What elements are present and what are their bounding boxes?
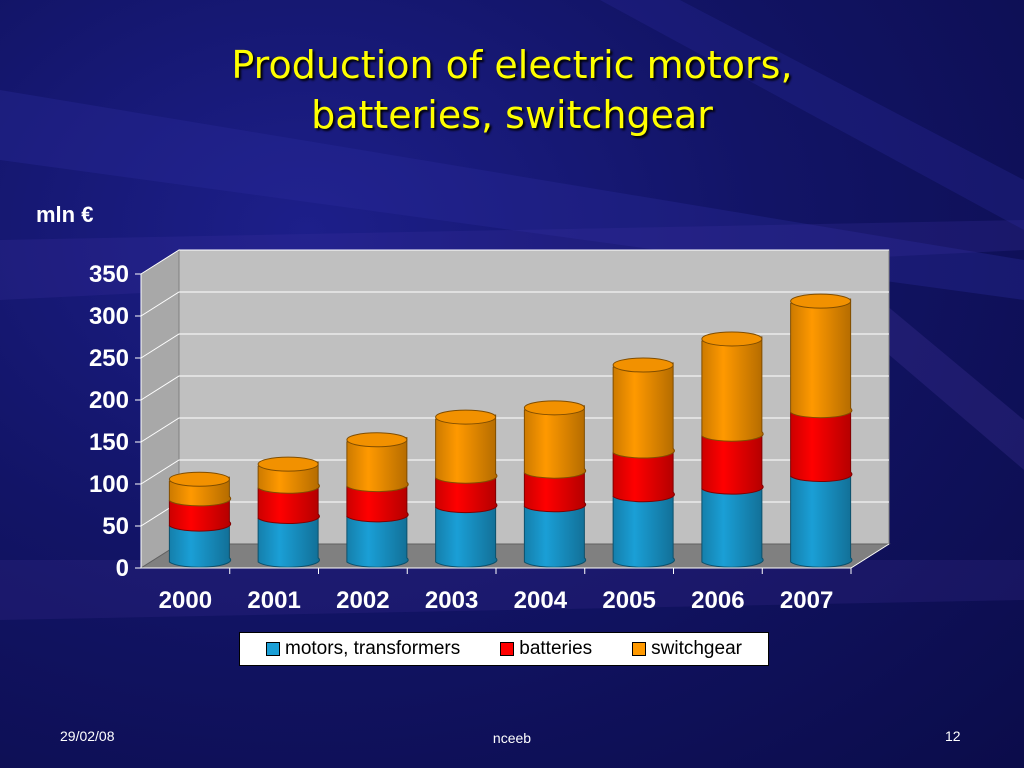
- legend-swatch: [266, 642, 280, 656]
- bar-segment: [346, 481, 409, 523]
- bar-stack-2006: [701, 331, 764, 568]
- bar-segment: [701, 431, 764, 495]
- bar-segment: [701, 336, 764, 442]
- bar-segment: [701, 484, 764, 568]
- bar-segment: [346, 437, 409, 493]
- x-tick-label: 2006: [691, 587, 744, 614]
- bar-stack-2005: [612, 357, 675, 568]
- gridline: [140, 333, 889, 359]
- footer-center-text: nceeb: [492, 730, 532, 746]
- bar-top-cap: [168, 471, 230, 487]
- legend-entry: batteries: [500, 638, 592, 660]
- bar-segment: [523, 405, 587, 479]
- chart-floor: [139, 543, 891, 569]
- bar-top-cap: [257, 456, 319, 472]
- y-tick-label: 350: [89, 261, 129, 288]
- bar-top-cap: [435, 409, 497, 425]
- legend-label: batteries: [519, 638, 593, 659]
- y-tick-label: 0: [116, 555, 129, 582]
- bar-segment: [435, 473, 498, 514]
- bar-top-cap: [612, 357, 674, 373]
- x-tick-label: 2000: [159, 587, 212, 614]
- chart-legend: motors, transformers batteries switchgear: [239, 632, 769, 666]
- bar-stack-2001: [257, 456, 320, 568]
- x-tick-label: 2004: [514, 587, 568, 614]
- bar-segment: [612, 448, 675, 503]
- legend-swatch: [500, 642, 515, 656]
- bar-segment: [790, 407, 853, 483]
- legend-label: switchgear: [651, 638, 742, 659]
- legend-label: motors, transformers: [285, 638, 461, 659]
- bar-segment: [168, 521, 232, 568]
- chart-bars: [168, 293, 853, 568]
- footer-date: 29/02/08: [60, 728, 115, 744]
- title-line-2: batteries, switchgear: [311, 93, 713, 137]
- bar-stack-2004: [523, 400, 587, 568]
- chart-walls: [139, 249, 891, 569]
- x-tick-label: 2002: [336, 587, 389, 614]
- bar-segment: [790, 471, 853, 568]
- y-tick-label: 250: [89, 345, 129, 372]
- y-axis: 0 50 100 150 200 250 300 350: [89, 261, 142, 582]
- bar-segment: [612, 491, 675, 568]
- y-tick-label: 100: [89, 471, 129, 498]
- x-tick-label: 2005: [602, 587, 655, 614]
- bar-segment: [435, 502, 498, 568]
- bar-segment: [790, 298, 853, 419]
- bar-segment: [612, 362, 675, 459]
- y-tick-label: 200: [89, 387, 129, 414]
- bar-top-cap: [523, 400, 585, 416]
- bar-segment: [257, 483, 320, 525]
- bar-segment: [523, 501, 587, 568]
- footer-page-number: 12: [945, 728, 961, 744]
- gridline: [140, 291, 889, 317]
- bar-segment: [346, 511, 409, 568]
- gridline: [140, 249, 889, 275]
- x-axis: 2000 2001 2002 2003 2004 2005 2006 2007: [141, 543, 890, 614]
- bar-stack-2002: [346, 432, 409, 568]
- y-tick-label: 300: [89, 303, 129, 330]
- x-tick-label: 2007: [780, 587, 833, 614]
- legend-swatch: [632, 642, 647, 656]
- bar-stack-2003: [435, 409, 498, 568]
- bar-segment: [523, 468, 587, 513]
- y-axis-unit-label: mln €: [36, 202, 94, 227]
- bar-stack-2000: [168, 471, 232, 568]
- title-line-1: Production of electric motors,: [231, 43, 793, 87]
- y-tick-label: 150: [89, 429, 129, 456]
- bar-stack-2007: [790, 293, 853, 568]
- x-tick-label: 2001: [247, 587, 300, 614]
- legend-entry: switchgear: [632, 638, 742, 660]
- bar-top-cap: [701, 331, 763, 347]
- x-axis-depth-line: [850, 543, 890, 569]
- y-tick-label: 50: [102, 513, 129, 540]
- x-tick-label: 2003: [425, 587, 478, 614]
- bar-segment: [257, 513, 320, 568]
- bar-top-cap: [346, 432, 408, 448]
- slide-title: Production of electric motors, batteries…: [0, 40, 1024, 140]
- bar-top-cap: [790, 293, 852, 309]
- bar-segment: [435, 414, 498, 484]
- legend-entry: motors, transformers: [266, 638, 460, 660]
